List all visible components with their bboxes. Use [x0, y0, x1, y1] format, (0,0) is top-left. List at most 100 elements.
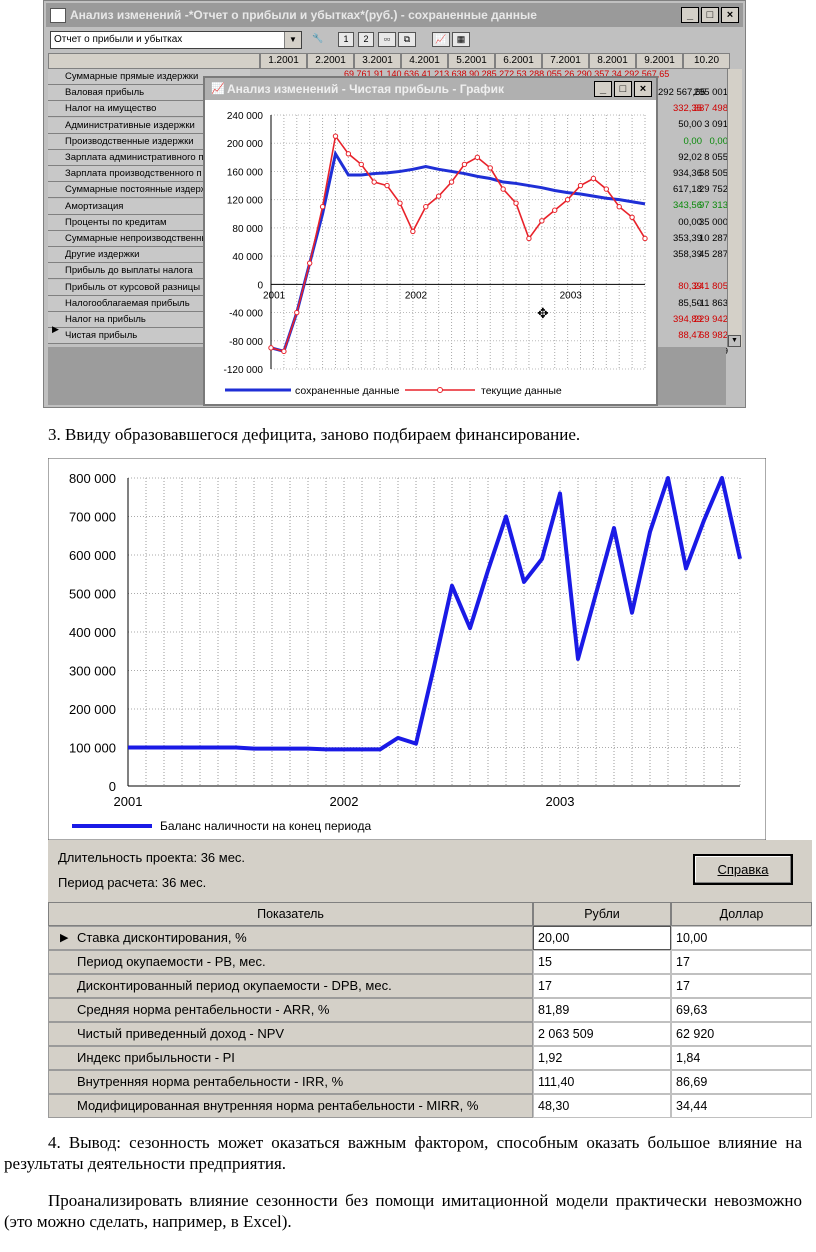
- minimize-button[interactable]: _: [681, 7, 699, 23]
- value-dollars[interactable]: 34,44: [671, 1094, 812, 1118]
- value-dollars[interactable]: 17: [671, 974, 812, 998]
- column-header[interactable]: 6.2001: [495, 53, 542, 69]
- chart-icon[interactable]: 📈: [432, 32, 450, 47]
- column-header[interactable]: 3.2001: [354, 53, 401, 69]
- scroll-down-icon[interactable]: ▼: [728, 335, 741, 347]
- tool-2-button[interactable]: 2: [358, 32, 374, 47]
- column-header[interactable]: 8.2001: [589, 53, 636, 69]
- grid-cell: 58 505: [698, 168, 728, 179]
- data-point: [345, 151, 352, 157]
- value-rubles[interactable]: 17: [533, 974, 671, 998]
- indicator-label[interactable]: Ставка дисконтирования, %: [48, 926, 533, 950]
- grid-row-label[interactable]: Амортизация: [48, 198, 250, 215]
- value-rubles[interactable]: 2 063 509: [533, 1022, 671, 1046]
- close-button[interactable]: ×: [721, 7, 739, 23]
- grid-cell: 29 752: [698, 184, 728, 196]
- grid-row-label[interactable]: Налог на прибыль: [48, 312, 250, 328]
- value-rubles[interactable]: 81,89: [533, 998, 671, 1022]
- grid-cell: 229 942: [693, 313, 728, 325]
- grid-row-label[interactable]: Суммарные прямые издержки: [48, 69, 250, 85]
- grid-row-label[interactable]: Налог на имущество: [48, 101, 250, 118]
- tool-1-button[interactable]: 1: [338, 32, 354, 47]
- grid-cell: 292 567,65: [658, 87, 706, 98]
- column-header[interactable]: 7.2001: [542, 53, 589, 69]
- indicator-label[interactable]: Индекс прибыльности - PI: [48, 1046, 533, 1070]
- grid-cell: 0,00: [709, 135, 729, 147]
- x-tick-label: 2001: [263, 290, 286, 301]
- grid-row-label[interactable]: Зарплата административного п: [48, 150, 250, 166]
- column-header[interactable]: 9.2001: [636, 53, 683, 69]
- value-dollars[interactable]: 69,63: [671, 998, 812, 1022]
- grid-row-label[interactable]: Суммарные постоянные издерж: [48, 182, 250, 199]
- value-rubles[interactable]: 48,30: [533, 1094, 671, 1118]
- indicator-label[interactable]: Средняя норма рентабельности - ARR, %: [48, 998, 533, 1022]
- value-dollars[interactable]: 10,00: [671, 926, 812, 950]
- indicator-label[interactable]: Чистый приведенный доход - NPV: [48, 1022, 533, 1046]
- column-header[interactable]: 2.2001: [307, 53, 354, 69]
- tool-copy-button[interactable]: ⧉: [398, 32, 416, 47]
- value-dollars[interactable]: 17: [671, 950, 812, 974]
- top-row-values: 69 761,91 140 636,41 213 638,90 285 272,…: [344, 69, 670, 79]
- grid-row-label[interactable]: Чистая прибыль: [48, 328, 250, 345]
- grid-row-label[interactable]: Зарплата производственного п: [48, 166, 250, 183]
- grid-cell: 241 805: [693, 281, 728, 293]
- toolbar: Отчет о прибыли и убытках ▼ 🔧 1 2 ▫▫ ⧉ 📈…: [46, 29, 743, 51]
- value-dollars[interactable]: 1,84: [671, 1046, 812, 1070]
- chart-minimize-button[interactable]: _: [594, 81, 612, 97]
- grid-row-label[interactable]: Прибыль от курсовой разницы: [48, 279, 250, 296]
- legend-label-current: текущие данные: [481, 385, 562, 397]
- indicator-label[interactable]: Дисконтированный период окупаемости - DP…: [48, 974, 533, 998]
- report-select[interactable]: Отчет о прибыли и убытках ▼: [50, 31, 302, 49]
- value-rubles[interactable]: 15: [533, 950, 671, 974]
- grid-cell: 3 091: [704, 119, 728, 131]
- column-header[interactable]: 5.2001: [448, 53, 495, 69]
- grid-row-label[interactable]: Валовая прибыль: [48, 85, 250, 102]
- grid-cell: 45 287: [698, 249, 728, 260]
- chevron-down-icon[interactable]: ▼: [284, 32, 301, 48]
- wrench-icon[interactable]: 🔧: [312, 33, 324, 43]
- indicator-label[interactable]: Внутренняя норма рентабельности - IRR, %: [48, 1070, 533, 1094]
- data-point: [629, 214, 635, 221]
- grid-row-label[interactable]: Административные издержки: [48, 117, 250, 134]
- grid-cell: 88,47: [678, 330, 702, 341]
- legend-label-saved: сохраненные данные: [295, 385, 400, 397]
- chart-close-button[interactable]: ×: [634, 81, 652, 97]
- y-tick-label: 400 000: [69, 625, 116, 640]
- column-header[interactable]: 10.20: [683, 53, 730, 69]
- y-tick-label: 0: [257, 280, 263, 291]
- indicator-label[interactable]: Модифицированная внутренняя норма рентаб…: [48, 1094, 533, 1118]
- value-dollars[interactable]: 62 920: [671, 1022, 812, 1046]
- grid-row-label[interactable]: Другие издержки: [48, 247, 250, 264]
- grid-row-label[interactable]: Производственные издержки: [48, 133, 250, 150]
- value-rubles[interactable]: 20,00: [533, 926, 671, 950]
- data-point: [423, 204, 429, 210]
- column-header[interactable]: 1.2001: [260, 53, 307, 69]
- grid-cell: 332,35: [672, 103, 702, 115]
- chart-maximize-button[interactable]: □: [614, 81, 632, 97]
- value-rubles[interactable]: 111,40: [533, 1070, 671, 1094]
- header-rubles: Рубли: [533, 902, 671, 926]
- maximize-button[interactable]: □: [701, 7, 719, 23]
- grid-cell: 85,50: [678, 297, 702, 309]
- grid-cell: 10 287: [698, 232, 728, 244]
- vertical-scrollbar[interactable]: [727, 69, 742, 347]
- y-tick-label: 300 000: [69, 664, 116, 679]
- y-tick-label: -120 000: [224, 365, 264, 376]
- data-point: [319, 204, 326, 210]
- project-duration: Длительность проекта: 36 мес.: [58, 850, 246, 865]
- indicator-label[interactable]: Период окупаемости - PB, мес.: [48, 950, 533, 974]
- help-button[interactable]: Справка: [693, 854, 793, 885]
- chart-frame: [48, 458, 766, 840]
- grid-cell: 295 001: [693, 87, 728, 98]
- grid-row-label[interactable]: Прибыль до выплаты налога: [48, 263, 250, 280]
- value-dollars[interactable]: 86,69: [671, 1070, 812, 1094]
- grid-row-label[interactable]: Проценты по кредитам: [48, 214, 250, 231]
- column-header[interactable]: 4.2001: [401, 53, 448, 69]
- tool-compare-button[interactable]: ▫▫: [378, 32, 396, 47]
- grid-row-label[interactable]: Суммарные непроизводственны: [48, 231, 250, 247]
- y-tick-label: 120 000: [227, 196, 264, 207]
- value-rubles[interactable]: 1,92: [533, 1046, 671, 1070]
- chart-window-titlebar: 📈 Анализ изменений - Чистая прибыль - Гр…: [205, 78, 656, 100]
- grid-row-label[interactable]: Налогооблагаемая прибыль: [48, 295, 250, 312]
- table-icon[interactable]: ▦: [452, 32, 470, 47]
